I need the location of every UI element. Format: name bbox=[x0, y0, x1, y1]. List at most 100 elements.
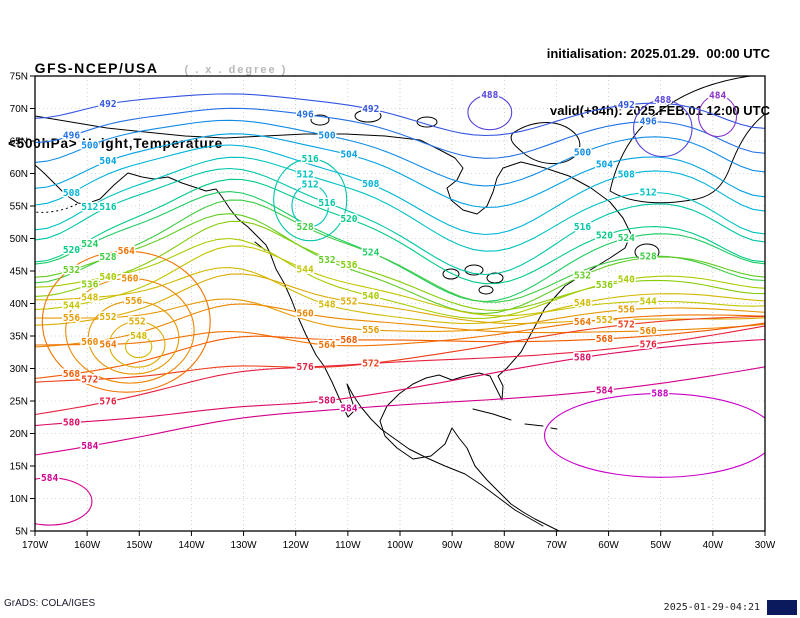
contour-label: 516 bbox=[318, 198, 335, 209]
contour-label: 580 bbox=[318, 396, 335, 407]
contour-label: 580 bbox=[63, 418, 80, 429]
contour-label: 504 bbox=[596, 159, 613, 170]
lat-tick-label: 65N bbox=[10, 137, 28, 148]
lon-tick-label: 150W bbox=[126, 540, 153, 551]
contour-label: 572 bbox=[362, 358, 379, 369]
contour-label: 508 bbox=[63, 188, 80, 199]
contour-label: 496 bbox=[640, 117, 657, 128]
contour-label: 560 bbox=[640, 326, 657, 337]
lon-tick-label: 100W bbox=[387, 540, 414, 551]
model-line: GFS-NCEP/USA ( . x . degree ) bbox=[8, 42, 287, 96]
lat-tick-label: 45N bbox=[10, 267, 28, 278]
contour-label: 544 bbox=[63, 301, 80, 312]
contour-label: 528 bbox=[297, 222, 314, 233]
contour-label: 492 bbox=[618, 100, 635, 111]
contour-label: 584 bbox=[81, 441, 98, 452]
contour-label: 520 bbox=[340, 214, 357, 225]
resolution-note: ( . x . degree ) bbox=[184, 64, 288, 76]
contour-label: 516 bbox=[99, 202, 116, 213]
contour-lines-layer bbox=[35, 93, 765, 526]
contour-label: 560 bbox=[297, 309, 314, 320]
contour-label: 576 bbox=[99, 397, 116, 408]
contour-label: 540 bbox=[99, 272, 116, 283]
contour-label: 524 bbox=[618, 233, 635, 244]
plot-frame bbox=[34, 75, 766, 532]
grads-logo bbox=[767, 600, 797, 615]
contour-label: 552 bbox=[340, 296, 357, 307]
lon-tick-label: 110W bbox=[335, 540, 361, 551]
lat-tick-label: 10N bbox=[10, 494, 28, 505]
lon-tick-label: 120W bbox=[283, 540, 310, 551]
contour-label: 548 bbox=[574, 298, 591, 309]
contour-label: 512 bbox=[640, 188, 657, 199]
valid-time-label: valid(+84h): 2025.FEB.01 12:00 UTC bbox=[549, 103, 770, 118]
lat-tick-label: 35N bbox=[10, 332, 28, 343]
contour-label: 564 bbox=[99, 339, 116, 350]
contour-label: 508 bbox=[618, 170, 635, 181]
contour-label: 520 bbox=[596, 230, 613, 241]
contour-label: 576 bbox=[640, 340, 657, 351]
contour-label: 560 bbox=[81, 337, 98, 348]
map-canvas: 170W 160W 150W 140W 130W 120W 110W 100W 90W 80W 70… bbox=[10, 72, 776, 552]
lon-tick-label: 60W bbox=[598, 540, 619, 551]
contour-label: 580 bbox=[574, 353, 591, 364]
contour-label: 488 bbox=[654, 95, 671, 106]
contour-label: 512 bbox=[297, 169, 314, 180]
contour-label: 528 bbox=[640, 251, 657, 262]
contour-label: 492 bbox=[99, 99, 116, 110]
lon-tick-label: 40W bbox=[703, 540, 724, 551]
contour-label: 516 bbox=[302, 154, 319, 165]
contour-label: 500 bbox=[81, 141, 98, 152]
lon-tick-label: 90W bbox=[442, 540, 463, 551]
contour-label: 536 bbox=[340, 260, 357, 271]
contour-label: 548 bbox=[318, 300, 335, 311]
contour-label: 572 bbox=[81, 375, 98, 386]
contour-label: 512 bbox=[81, 202, 98, 213]
contour-label: 568 bbox=[63, 369, 80, 380]
contour-label: 552 bbox=[99, 312, 116, 323]
init-time-label: initialisation: 2025.01.29. 00:00 UTC bbox=[546, 46, 770, 61]
contour-label: 516 bbox=[574, 222, 591, 233]
lon-tick-label: 130W bbox=[231, 540, 258, 551]
lat-tick-label: 5N bbox=[15, 527, 28, 538]
contour-label: 568 bbox=[596, 334, 613, 345]
lat-tick-label: 15N bbox=[10, 462, 28, 473]
contour-label: 564 bbox=[118, 246, 135, 257]
contour-label: 512 bbox=[302, 180, 319, 191]
contour-label: 560 bbox=[121, 274, 138, 285]
contour-label: 544 bbox=[640, 297, 657, 308]
contour-label: 564 bbox=[318, 340, 335, 351]
lat-tick-label: 60N bbox=[10, 169, 28, 180]
contour-label: 544 bbox=[297, 264, 314, 275]
contour-label: 508 bbox=[362, 179, 379, 190]
contour-label: 568 bbox=[340, 335, 357, 346]
contour-label: 584 bbox=[340, 404, 357, 415]
contour-label: 536 bbox=[81, 280, 98, 291]
contour-label: 540 bbox=[362, 291, 379, 302]
contour-label: 488 bbox=[481, 90, 498, 101]
contour-label: 504 bbox=[340, 150, 357, 161]
contour-label: 556 bbox=[125, 296, 142, 307]
contour-label: 532 bbox=[318, 255, 335, 266]
contour-label: 548 bbox=[130, 331, 147, 342]
header-right: initialisation: 2025.01.29. 00:00 UTC va… bbox=[547, 6, 770, 158]
contour-label: 588 bbox=[651, 389, 668, 400]
contour-label: 484 bbox=[709, 91, 726, 102]
model-name: GFS-NCEP/USA bbox=[34, 60, 159, 76]
lat-tick-label: 55N bbox=[10, 202, 28, 213]
lon-tick-label: 160W bbox=[74, 540, 101, 551]
lat-tick-label: 30N bbox=[10, 364, 28, 375]
contour-label: 524 bbox=[362, 247, 379, 258]
lat-tick-label: 70N bbox=[10, 104, 28, 115]
lat-tick-label: 50N bbox=[10, 234, 28, 245]
contour-label: 496 bbox=[297, 109, 314, 120]
contour-label: 520 bbox=[63, 245, 80, 256]
contour-label: 532 bbox=[63, 265, 80, 276]
render-timestamp: 2025-01-29-04:21 bbox=[663, 602, 760, 613]
lon-tick-label: 170W bbox=[22, 540, 49, 551]
contour-labels-layer: 492 492 4924964964965005005005045045045085… bbox=[40, 89, 728, 486]
lat-tick-label: 25N bbox=[10, 397, 28, 408]
lon-tick-label: 140W bbox=[178, 540, 205, 551]
contour-label: 548 bbox=[81, 293, 98, 304]
